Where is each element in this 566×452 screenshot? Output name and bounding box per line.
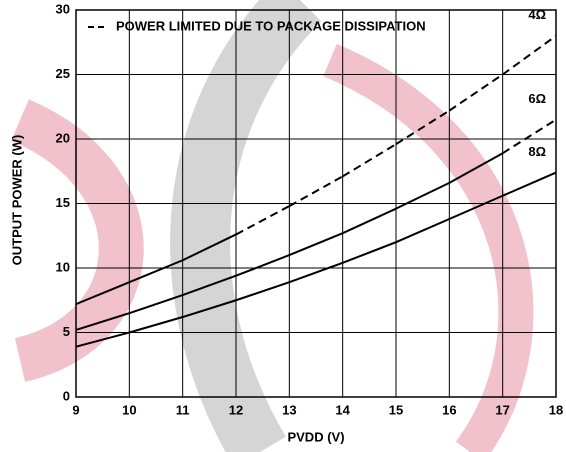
x-tick-label: 13 — [282, 402, 296, 417]
series-segment — [182, 274, 237, 297]
series-segment — [502, 171, 557, 197]
x-tick-label: 18 — [549, 402, 563, 417]
y-tick-label: 30 — [56, 1, 70, 16]
y-axis-label: OUTPUT POWER (W) — [9, 135, 24, 266]
series-segment — [75, 312, 130, 331]
y-tick-label: 5 — [63, 324, 70, 339]
y-tick-label: 25 — [56, 66, 70, 81]
x-tick-label: 15 — [389, 402, 403, 417]
y-tick-label: 15 — [56, 195, 70, 210]
y-tick-label: 0 — [63, 388, 70, 403]
x-axis-label: PVDD (V) — [287, 429, 344, 444]
series-segment — [288, 232, 344, 257]
series-segment — [288, 261, 344, 284]
watermark-arc — [10, 99, 144, 382]
series-segment — [342, 241, 397, 264]
series-label: 8Ω — [528, 144, 546, 159]
series-segment — [235, 205, 290, 236]
series-segment — [395, 181, 450, 210]
y-tick-label: 20 — [56, 130, 70, 145]
series-segment — [182, 299, 237, 318]
series-segment — [395, 109, 450, 146]
series-segment — [502, 118, 557, 155]
series-segment — [75, 331, 130, 348]
plot-frame — [75, 9, 557, 398]
series-segment — [288, 175, 344, 207]
x-tick-label: 16 — [442, 402, 456, 417]
x-tick-label: 11 — [176, 402, 190, 417]
series-segment — [395, 218, 450, 244]
series-label: 4Ω — [528, 7, 546, 22]
series-segment — [128, 259, 184, 284]
annotation: POWER LIMITED DUE TO PACKAGE DISSIPATION — [116, 18, 426, 33]
series-segment — [448, 152, 504, 184]
series-segment — [235, 254, 290, 277]
x-tick-label: 17 — [495, 402, 509, 417]
watermark-arc — [170, 0, 322, 452]
series-label: 6Ω — [528, 91, 546, 106]
series-segment — [342, 207, 397, 235]
series-segment — [75, 281, 130, 306]
series-segment — [129, 294, 183, 315]
series-segment — [129, 316, 183, 334]
y-tick-label: 10 — [56, 259, 70, 274]
x-tick-label: 14 — [335, 402, 350, 417]
series-segment — [448, 73, 504, 112]
series-segment — [342, 143, 397, 178]
x-tick-label: 10 — [122, 402, 136, 417]
x-tick-label: 12 — [229, 402, 243, 417]
x-tick-label: 9 — [72, 402, 79, 417]
series-segment — [448, 194, 504, 220]
series-segment — [182, 233, 237, 262]
series-segment — [502, 34, 557, 76]
watermark — [10, 0, 534, 452]
series-segment — [235, 281, 290, 302]
